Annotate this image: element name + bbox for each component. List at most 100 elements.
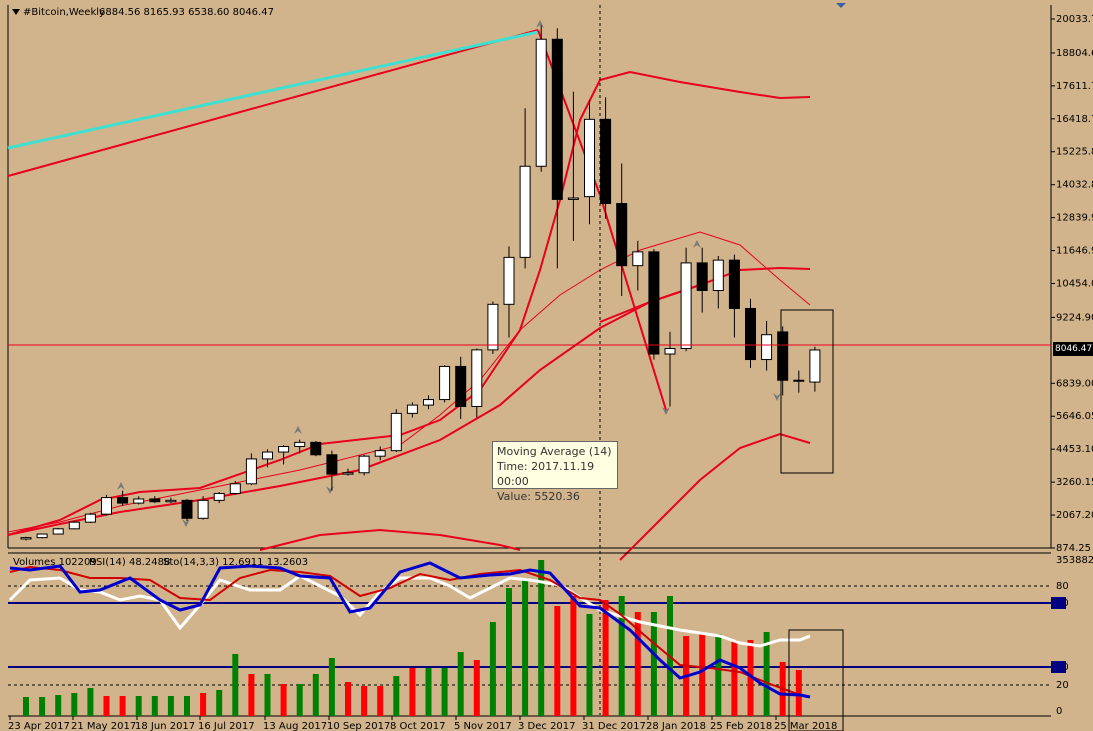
volume-bar — [602, 600, 609, 716]
candle-body[interactable] — [181, 499, 193, 519]
drawn-lines — [7, 20, 811, 561]
candle-body[interactable] — [390, 412, 402, 452]
price-tick-label: 874.25 — [1056, 543, 1091, 554]
candle-body[interactable] — [294, 441, 306, 448]
candle-body[interactable] — [20, 537, 32, 540]
candle-body[interactable] — [149, 498, 161, 503]
candle-body[interactable] — [551, 38, 563, 200]
candle-body[interactable] — [133, 498, 145, 504]
volume-bar — [570, 596, 577, 716]
candle-body[interactable] — [117, 497, 129, 504]
candle-body[interactable] — [503, 256, 515, 305]
candle-body[interactable] — [358, 455, 370, 474]
candle-body[interactable] — [326, 454, 338, 475]
candle-body[interactable] — [423, 399, 434, 406]
price-tick-label: 6839.00 — [1056, 378, 1093, 389]
candle-body[interactable] — [262, 451, 273, 460]
volume-bar — [119, 696, 126, 716]
rsi-white-line — [8, 574, 811, 648]
candle-body[interactable] — [278, 446, 290, 453]
candle-body[interactable] — [567, 197, 579, 200]
candle-body[interactable] — [680, 262, 692, 349]
stoch-main-line — [9, 561, 811, 699]
candle-body[interactable] — [535, 38, 547, 167]
volume-bar — [409, 668, 416, 716]
oscillator-lines — [8, 561, 811, 699]
selection-rectangle[interactable] — [780, 309, 834, 474]
price-tick-label: 3260.15 — [1056, 477, 1093, 488]
candle-body[interactable] — [664, 347, 676, 355]
fractal-arrow-icon — [536, 20, 544, 28]
candle-body[interactable] — [809, 349, 821, 383]
candle-body[interactable] — [696, 262, 708, 292]
volume-bar — [280, 684, 287, 716]
volume-bar — [457, 652, 464, 716]
candle-body[interactable] — [165, 499, 177, 503]
volume-bar — [522, 578, 529, 716]
candle-body[interactable] — [374, 450, 386, 457]
dropdown-arrow-icon[interactable] — [12, 9, 20, 15]
candle-body[interactable] — [36, 533, 48, 539]
candle-body[interactable] — [584, 118, 595, 198]
volume-bar — [538, 560, 545, 716]
candle-body[interactable] — [310, 441, 322, 456]
level-tag — [1051, 597, 1066, 609]
volume-bar — [296, 684, 303, 716]
volumes-label: Volumes 102209 — [13, 557, 97, 568]
candle-body[interactable] — [213, 492, 225, 501]
indicator-selection-rectangle[interactable] — [788, 629, 844, 731]
volume-bar — [618, 596, 625, 716]
volume-bar — [167, 696, 174, 716]
time-tick-label: 21 May 2017 — [71, 721, 136, 731]
candle-body[interactable] — [728, 259, 740, 309]
volume-bar — [151, 696, 158, 716]
fractal-arrow-icon — [182, 519, 190, 527]
candle-body[interactable] — [761, 334, 773, 361]
rsi-label: RSI(14) 48.2488 — [89, 557, 170, 568]
volume-bar — [55, 695, 62, 716]
time-tick-label: 23 Apr 2017 — [8, 721, 70, 731]
time-tick-label: 18 Jun 2017 — [135, 721, 195, 731]
candle-body[interactable] — [487, 303, 499, 351]
candle-body[interactable] — [793, 379, 805, 382]
candle-body[interactable] — [648, 251, 660, 355]
candle-body[interactable] — [455, 365, 467, 407]
candle-body[interactable] — [712, 259, 724, 292]
candle-body[interactable] — [616, 203, 628, 267]
candle-body[interactable] — [600, 118, 612, 205]
volume-bar — [23, 697, 29, 716]
price-tick-label: 15225.80 — [1056, 147, 1093, 158]
stoch-label: Sto(14,3,3) 12.6911 13.2603 — [163, 557, 308, 568]
envelope-upper — [7, 70, 811, 536]
main-panel[interactable]: 20033.75 18804.65 17611.70 16418.75 15225.80… — [7, 5, 1093, 715]
tooltip: Moving Average (14) Time: 2017.11.19 00:… — [492, 441, 618, 503]
candle-body[interactable] — [519, 165, 531, 258]
candle-body[interactable] — [68, 521, 80, 530]
candle-body[interactable] — [342, 472, 354, 475]
volume-bar — [554, 606, 561, 716]
volume-bar — [264, 674, 271, 716]
candle-body[interactable] — [197, 499, 209, 519]
candle-body[interactable] — [101, 497, 112, 515]
candlesticks[interactable] — [20, 25, 821, 541]
indicator-panel[interactable]: 353882807030200 — [8, 552, 1093, 731]
candle-body[interactable] — [52, 528, 64, 535]
candle-body[interactable] — [406, 404, 418, 414]
candle-body[interactable] — [84, 513, 96, 523]
fractal-arrow-icon — [294, 426, 302, 434]
indicator-header: Volumes 102209 RSI(14) 48.2488 Sto(14,3,… — [13, 557, 308, 568]
price-tick-label: 9224.90 — [1056, 312, 1093, 323]
candle-body[interactable] — [229, 483, 241, 494]
candle-body[interactable] — [245, 458, 257, 485]
volume-bar — [216, 690, 223, 716]
candle-body[interactable] — [777, 331, 789, 381]
shift-marker-icon[interactable] — [836, 3, 846, 8]
candle-body[interactable] — [632, 251, 644, 267]
candle-body[interactable] — [745, 307, 756, 361]
price-tick-label: 12839.90 — [1056, 213, 1093, 224]
volume-bar — [731, 640, 738, 716]
candle-body[interactable] — [471, 349, 483, 407]
candle-body[interactable] — [439, 365, 451, 401]
volume-bar — [377, 686, 384, 716]
